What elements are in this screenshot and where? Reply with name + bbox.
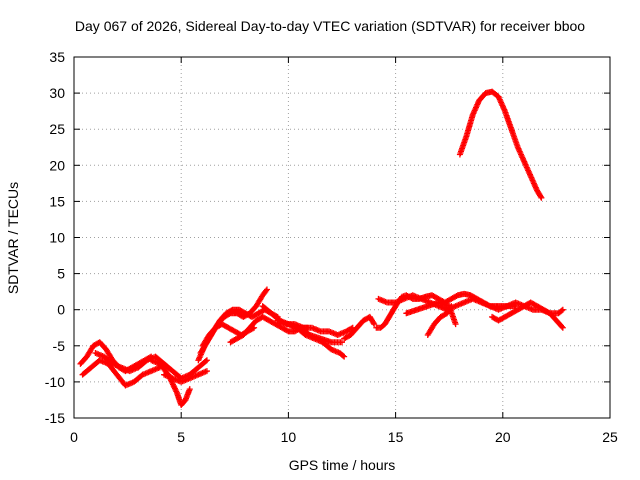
x-tick-label: 25 <box>602 429 618 445</box>
data-point <box>538 194 545 201</box>
series-sat-c <box>92 350 210 382</box>
data-point <box>186 386 193 393</box>
y-tick-label: 10 <box>49 230 65 246</box>
data-point <box>339 339 345 346</box>
tick-layer: 0 5 10 15 20 25 -15 -10 -5 0 5 10 15 20 25 30 35 <box>45 49 618 445</box>
series-sat-q <box>424 303 455 338</box>
data-point <box>537 193 544 200</box>
data-point <box>370 319 377 326</box>
series-sat-p <box>403 299 459 328</box>
data-point <box>558 307 565 314</box>
y-tick-label: -5 <box>53 338 66 354</box>
grid-layer <box>74 57 610 418</box>
y-tick-label: -15 <box>45 410 65 426</box>
y-tick-label: 0 <box>57 302 65 318</box>
x-tick-label: 0 <box>70 429 78 445</box>
data-point <box>341 353 348 360</box>
chart-title: Day 067 of 2026, Sidereal Day-to-day VTE… <box>74 18 586 34</box>
x-tick-label: 15 <box>388 429 404 445</box>
x-axis-label: GPS time / hours <box>288 457 396 473</box>
data-point <box>263 287 270 294</box>
series-sat-l <box>285 321 345 346</box>
data-layer <box>77 88 566 409</box>
data-point <box>448 303 455 310</box>
y-axis-label: SDTVAR / TECUs <box>5 181 21 295</box>
data-point <box>558 323 565 330</box>
data-point <box>559 306 566 313</box>
series-sat-b <box>79 357 163 389</box>
series-sat-s <box>456 88 545 201</box>
data-point <box>203 368 210 375</box>
data-point <box>202 358 209 365</box>
y-tick-label: 15 <box>49 193 65 209</box>
data-point <box>203 357 210 364</box>
y-tick-label: 20 <box>49 157 65 173</box>
data-point <box>447 304 454 311</box>
x-tick-label: 20 <box>495 429 511 445</box>
data-point <box>263 286 270 293</box>
y-tick-label: 30 <box>49 85 65 101</box>
series-sat-f <box>195 286 270 364</box>
plot-frame <box>73 56 611 419</box>
data-point <box>371 321 378 328</box>
series-sat-m <box>341 313 378 342</box>
data-point <box>452 321 459 328</box>
x-tick-label: 10 <box>281 429 297 445</box>
y-tick-label: -10 <box>45 374 65 390</box>
data-point <box>559 324 566 331</box>
y-tick-label: 35 <box>49 49 65 65</box>
series-sat-e <box>161 368 210 385</box>
series-sat-d <box>148 357 193 409</box>
y-tick-label: 25 <box>49 121 65 137</box>
series-sat-r <box>489 299 566 331</box>
x-tick-label: 5 <box>177 429 185 445</box>
y-tick-label: 5 <box>57 266 65 282</box>
data-point <box>340 352 347 359</box>
